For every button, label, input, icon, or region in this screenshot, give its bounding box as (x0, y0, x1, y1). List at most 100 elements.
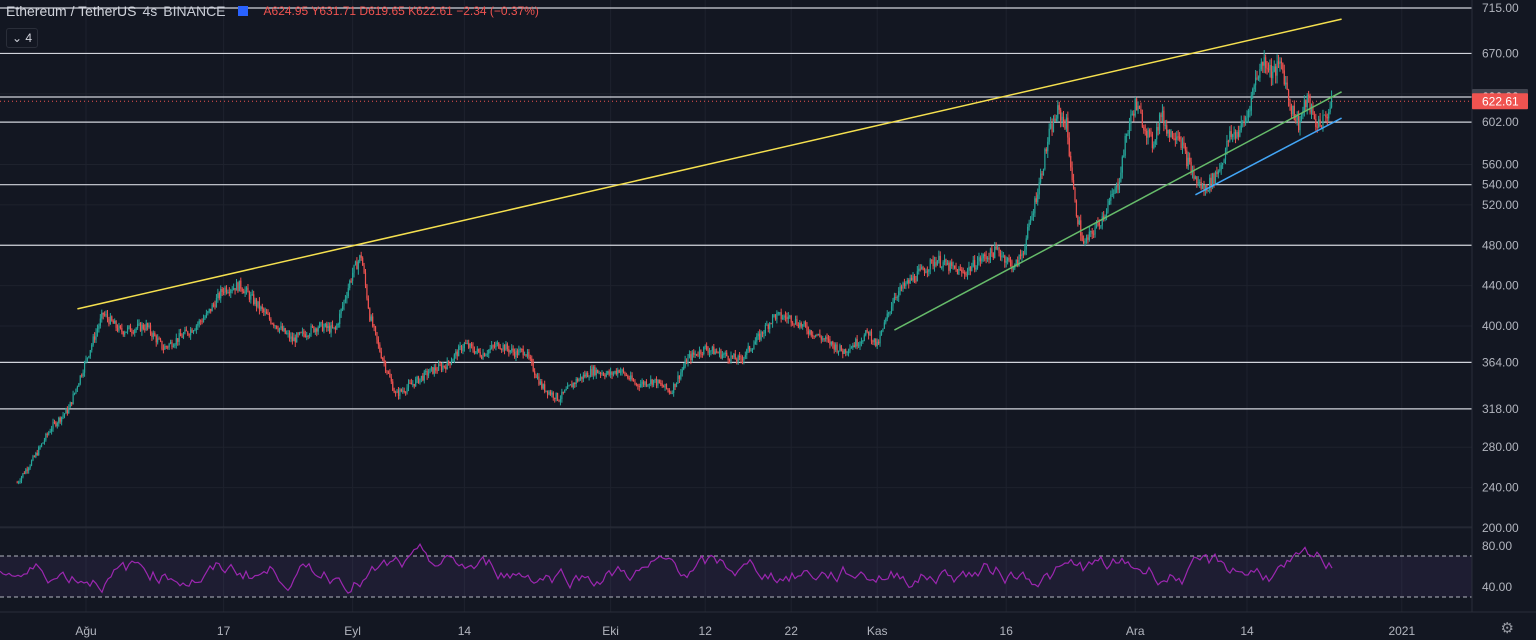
candle-body (425, 371, 427, 372)
candle-body (921, 267, 923, 269)
candle-body (1136, 98, 1138, 111)
candle-body (952, 265, 954, 267)
candle-body (227, 292, 229, 294)
candle-body (984, 254, 986, 257)
candle-body (1134, 98, 1136, 116)
candle-body (28, 468, 30, 471)
candle-body (1320, 126, 1323, 127)
candle-body (26, 469, 28, 471)
candle-body (221, 288, 223, 292)
candle-body (701, 353, 703, 355)
candle-body (1239, 130, 1241, 137)
candle-body (1137, 105, 1139, 111)
candle-body (496, 342, 498, 345)
candle-body (1189, 157, 1191, 162)
candle-body (630, 375, 632, 380)
candle-body (751, 349, 754, 351)
candle-body (472, 346, 474, 351)
candle-body (875, 338, 877, 346)
candle-body (175, 338, 177, 345)
candle-body (1028, 222, 1030, 228)
candle-body (142, 324, 144, 329)
candle-body (756, 336, 758, 342)
candle-body (985, 256, 987, 259)
candle-body (1272, 71, 1274, 79)
candle-body (349, 280, 351, 288)
candle-body (281, 326, 283, 331)
candle-body (896, 296, 898, 298)
candle-body (1200, 181, 1202, 189)
candle-body (1242, 121, 1244, 123)
candle-body (59, 417, 61, 422)
candle-body (1318, 119, 1320, 128)
candle-body (1329, 107, 1331, 113)
rsi-band (0, 556, 1472, 597)
candle-body (198, 320, 200, 324)
candle-body (893, 297, 895, 304)
interval[interactable]: 4s (142, 3, 158, 19)
candle-body (356, 261, 358, 270)
candle-body (787, 316, 789, 319)
candle-body (1144, 130, 1146, 132)
candle-body (215, 297, 218, 308)
candle-body (273, 323, 275, 326)
candle-body (331, 324, 334, 328)
candle-body (558, 400, 560, 402)
candle-body (882, 328, 884, 332)
candle-body (154, 333, 156, 337)
indicator-toggle-button[interactable]: ⌄ 4 (6, 28, 38, 48)
candle-body (529, 357, 531, 359)
candle-body (684, 360, 686, 367)
candle-body (288, 333, 291, 339)
candle-body (889, 311, 891, 313)
candle-body (1037, 194, 1039, 203)
symbol-name[interactable]: Ethereum / TetherUS (6, 3, 137, 19)
candle-body (104, 314, 106, 316)
candle-body (954, 265, 956, 269)
candle-body (327, 325, 329, 328)
candle-body (448, 360, 450, 364)
candle-body (780, 312, 782, 319)
candle-body (544, 384, 546, 392)
candle-body (941, 266, 943, 268)
candle-body (503, 345, 506, 351)
candle-body (416, 376, 418, 380)
candle-body (928, 269, 930, 272)
candle-body (1090, 231, 1092, 232)
candle-body (1095, 221, 1098, 229)
candle-body (369, 308, 371, 321)
candle-body (981, 258, 983, 262)
candle-body (1285, 82, 1287, 85)
candle-body (999, 253, 1002, 258)
candle-body (591, 369, 593, 376)
candle-body (190, 329, 192, 336)
candle-body (1004, 255, 1006, 263)
candle-body (1040, 173, 1042, 183)
candle-body (698, 350, 701, 356)
candle-body (1057, 105, 1059, 119)
candle-body (39, 446, 41, 448)
candle-body (1022, 253, 1024, 255)
candle-body (1224, 149, 1227, 160)
candle-body (532, 361, 534, 372)
candle-body (29, 465, 31, 469)
candle-body (1259, 69, 1261, 78)
candle-body (184, 329, 186, 334)
candle-body (653, 379, 655, 385)
gear-icon[interactable]: ⚙ (1500, 620, 1514, 637)
candle-body (230, 290, 232, 293)
candle-body (1084, 240, 1086, 244)
candle-body (1276, 61, 1278, 76)
candle-body (743, 357, 745, 361)
candle-body (46, 433, 48, 435)
candle-body (571, 384, 573, 388)
candle-body (670, 392, 672, 394)
candle-body (1067, 117, 1069, 138)
candle-body (1107, 204, 1109, 212)
candle-body (1054, 118, 1056, 122)
candle-body (961, 269, 963, 273)
candle-body (988, 257, 990, 260)
candle-body (181, 336, 183, 338)
candle-body (309, 334, 311, 337)
